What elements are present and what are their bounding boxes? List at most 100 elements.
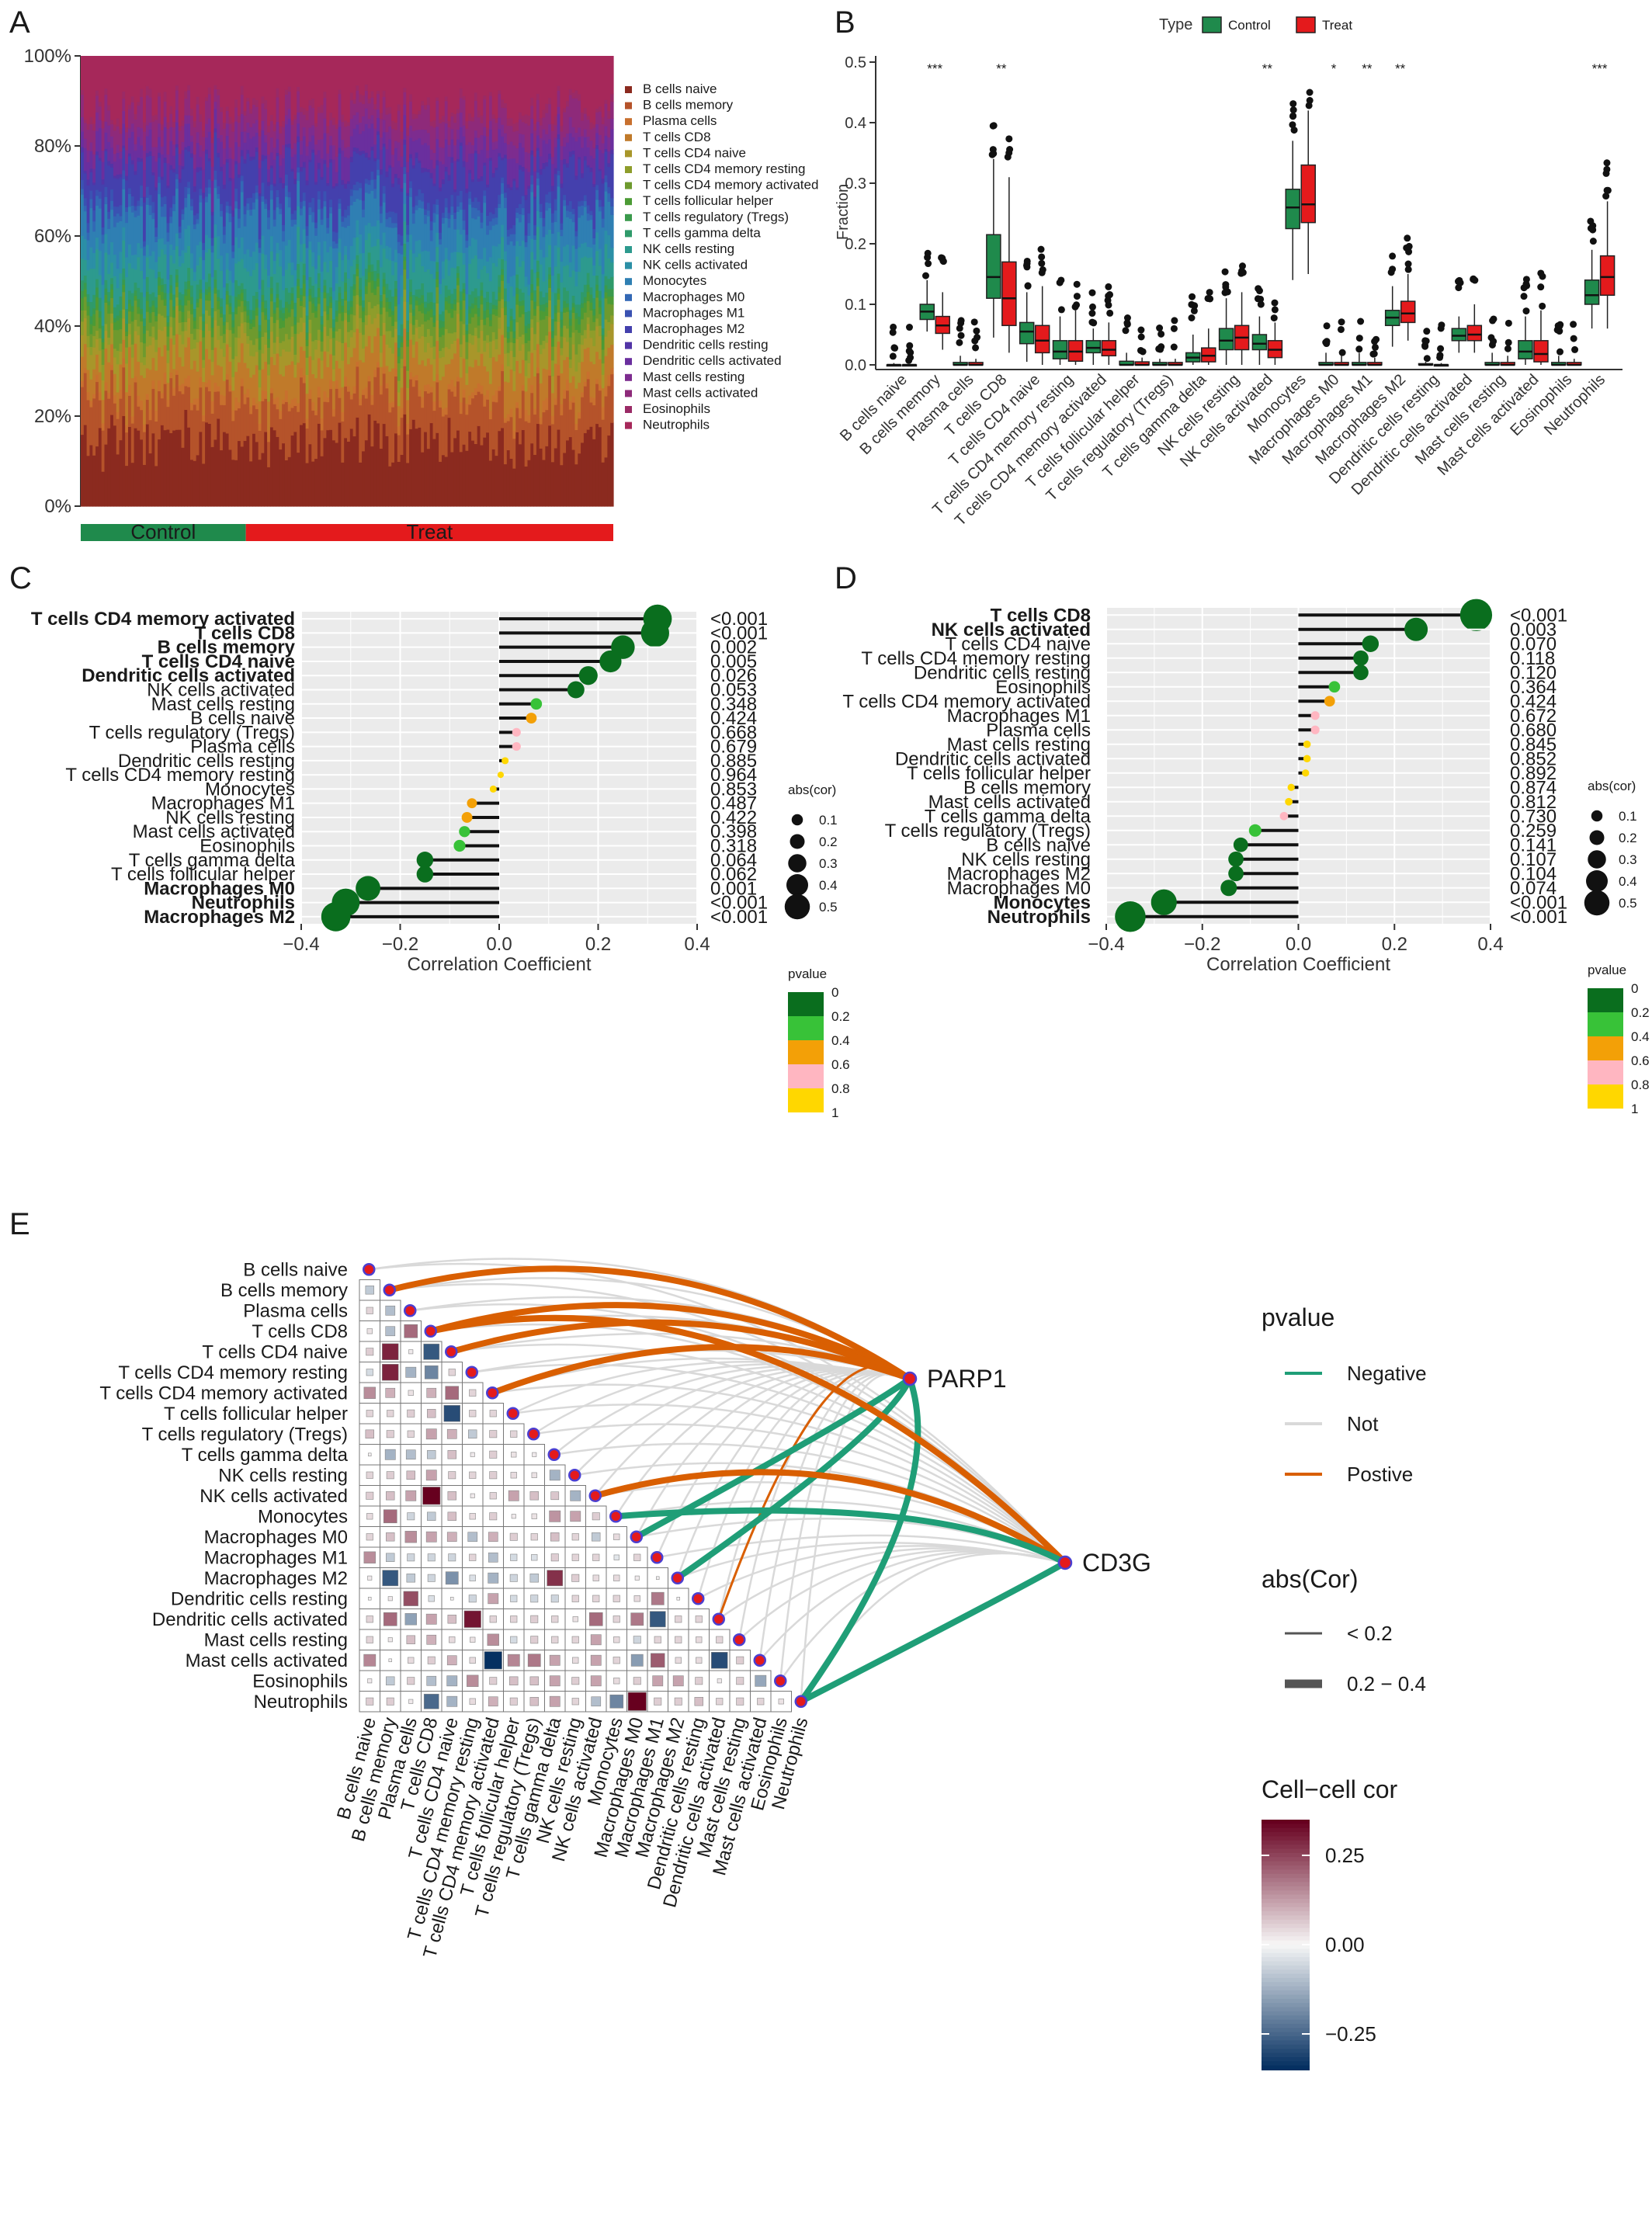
bar-segment <box>169 274 173 286</box>
bar-segment <box>323 200 327 207</box>
bar-segment <box>610 93 614 102</box>
bar-segment <box>225 205 230 213</box>
bar-segment <box>113 175 117 179</box>
bar-segment <box>391 274 395 297</box>
bar-segment <box>491 141 496 151</box>
bar-segment <box>98 198 102 209</box>
bar-segment <box>181 219 185 251</box>
bar-segment <box>125 465 129 507</box>
box-outlier <box>1289 106 1297 114</box>
bar-segment <box>272 322 277 343</box>
bar-segment <box>276 293 279 298</box>
bar-segment <box>601 178 606 184</box>
bar-segment <box>524 375 529 392</box>
bar-segment <box>122 291 126 310</box>
bar-segment <box>356 153 359 182</box>
bar-segment <box>539 344 543 355</box>
matrix-square <box>470 1493 475 1498</box>
bar-segment <box>563 337 567 360</box>
bar-segment <box>276 138 279 154</box>
bar-segment <box>225 432 230 507</box>
bar-segment <box>415 195 419 206</box>
bar-segment <box>598 199 602 207</box>
bar-segment <box>468 191 472 199</box>
bar-segment <box>397 183 401 234</box>
bar-segment <box>519 221 522 246</box>
matrix-square <box>531 1554 538 1561</box>
bar-segment <box>338 147 342 154</box>
box-outlier <box>1589 238 1597 245</box>
bar-segment <box>181 141 185 151</box>
bar-segment <box>119 398 123 441</box>
bar-segment <box>329 135 333 146</box>
bar-segment <box>240 155 245 176</box>
bar-segment <box>566 217 570 245</box>
bar-segment <box>362 275 366 300</box>
bar-segment <box>101 325 106 339</box>
bar-segment <box>113 254 117 276</box>
bar-segment <box>187 318 191 338</box>
bar-segment <box>326 335 330 352</box>
bar-segment <box>462 283 467 290</box>
bar-segment <box>293 178 297 185</box>
bar-segment <box>536 305 540 323</box>
row-label: T cells regulatory (Tregs) <box>89 722 295 743</box>
bar-segment <box>356 328 359 363</box>
bar-segment <box>122 415 126 507</box>
legend-label: T cells CD4 memory resting <box>643 161 805 176</box>
box-outlier <box>1405 242 1413 250</box>
box-outlier <box>925 260 932 268</box>
bar-segment <box>583 338 588 349</box>
box-outlier <box>905 356 913 364</box>
bar-segment <box>172 195 176 205</box>
bar-segment <box>595 297 599 319</box>
bar-segment <box>483 310 487 319</box>
bar-segment <box>503 142 508 155</box>
bar-segment <box>598 206 602 212</box>
bar-segment <box>601 206 606 219</box>
bar-segment <box>151 218 155 252</box>
bar-segment <box>267 441 271 467</box>
box-outlier <box>971 337 979 345</box>
bar-segment <box>213 293 217 311</box>
bar-segment <box>379 149 384 170</box>
bar-segment <box>557 134 560 140</box>
row-label: T cells CD4 naive <box>945 633 1091 654</box>
bar-segment <box>501 280 505 300</box>
bar-segment <box>323 261 327 280</box>
bar-segment <box>542 257 546 282</box>
bar-segment <box>252 344 256 357</box>
bar-segment <box>196 298 200 303</box>
bar-segment <box>326 227 330 234</box>
bar-segment <box>175 109 179 123</box>
bar-segment <box>305 155 310 181</box>
bar-segment <box>323 351 327 392</box>
bar-segment <box>225 290 230 295</box>
color-legend-title: pvalue <box>1588 963 1626 977</box>
box-outlier <box>1323 338 1331 345</box>
bar-segment <box>411 206 416 213</box>
bar-segment <box>462 95 467 100</box>
bar-segment <box>116 213 120 223</box>
bar-segment <box>571 98 576 127</box>
bar-segment <box>231 122 235 132</box>
bar-segment <box>349 118 354 137</box>
bar-segment <box>385 365 389 383</box>
box-outlier <box>1471 276 1479 284</box>
matrix-square <box>385 1387 396 1398</box>
bar-segment <box>453 437 457 507</box>
bar-segment <box>284 185 289 197</box>
bar-segment <box>222 380 227 397</box>
bar-segment <box>335 231 339 244</box>
bar-segment <box>426 144 431 170</box>
bar-segment <box>436 340 439 375</box>
bar-segment <box>524 194 529 200</box>
bar-segment <box>220 404 224 451</box>
lollipop-dot <box>1459 599 1493 631</box>
box-outlier <box>1423 355 1431 363</box>
bar-segment <box>601 349 606 364</box>
bar-segment <box>110 189 114 201</box>
box-outlier <box>1088 310 1096 318</box>
bar-segment <box>411 377 416 387</box>
